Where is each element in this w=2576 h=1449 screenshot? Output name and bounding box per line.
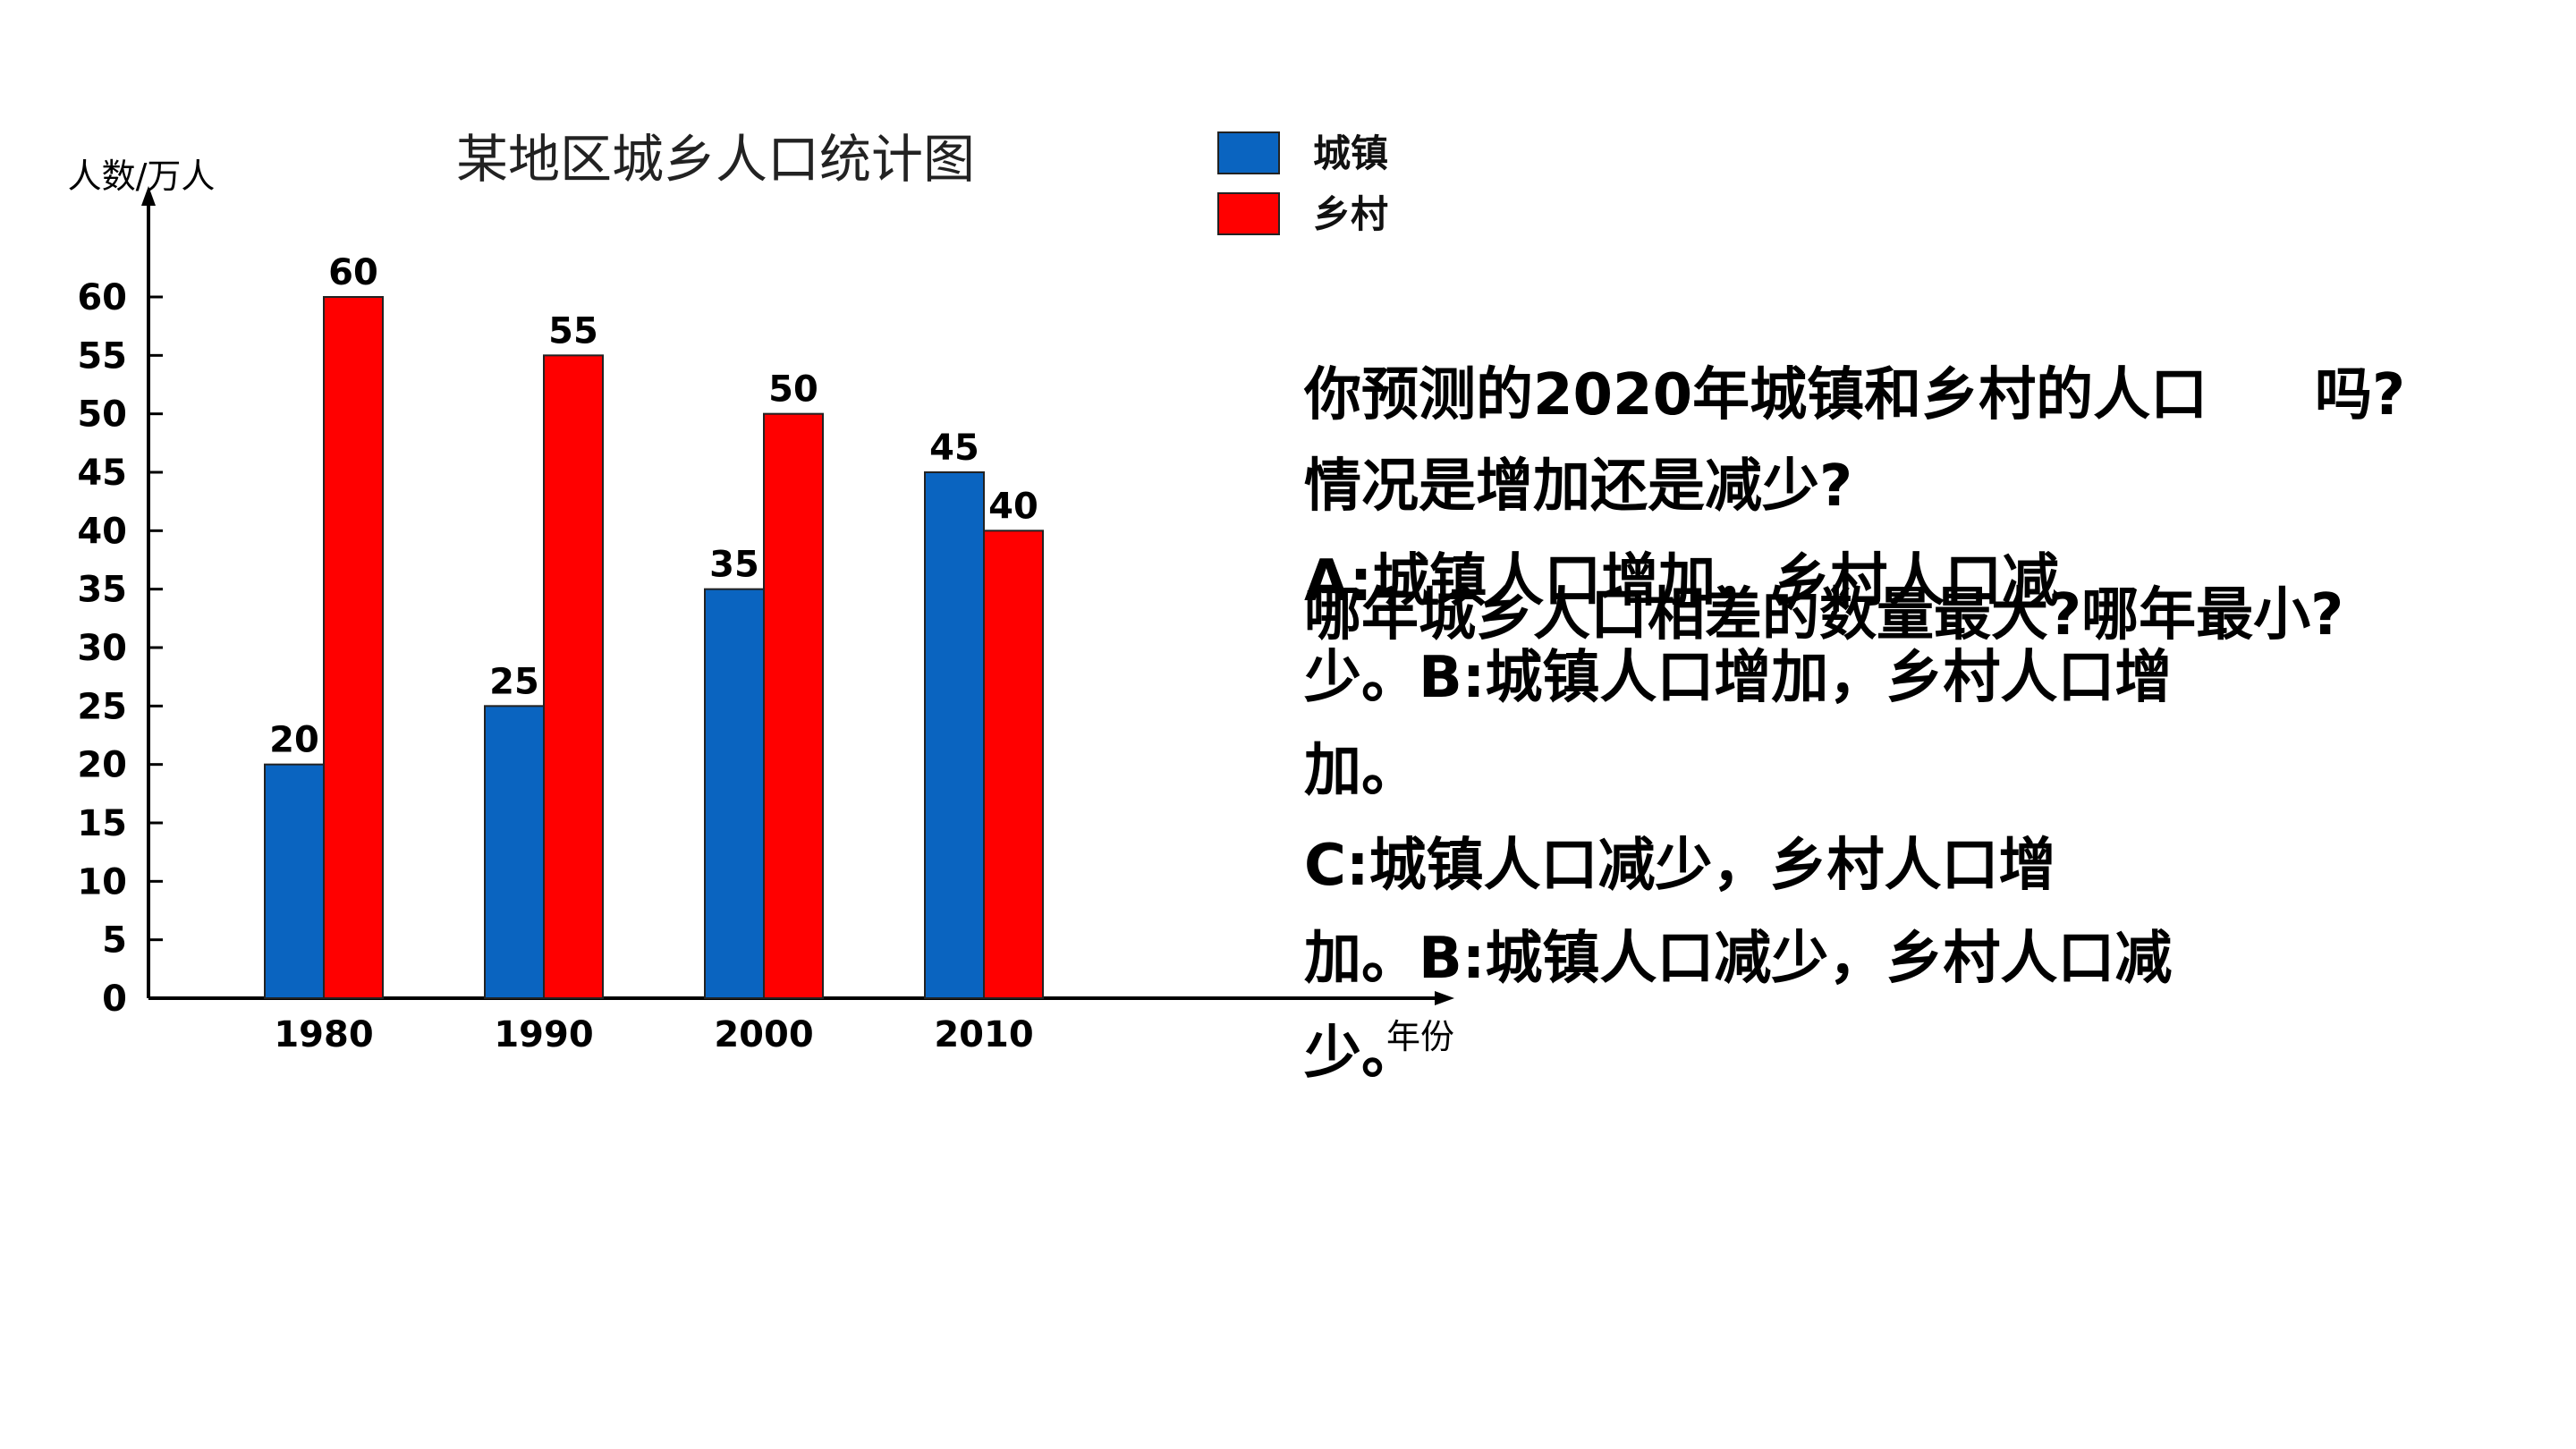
bar-urban-1990 [484, 705, 545, 999]
legend-swatch-rural [1217, 192, 1280, 235]
option-a: A:城镇人口增加，乡村人口减 [1304, 548, 2060, 614]
x-ticks: 1980 1990 2000 2010 [274, 1014, 1033, 1055]
option-c: C:城镇人口减少，乡村人口增 [1304, 833, 2056, 899]
y-tick-label: 35 [77, 570, 127, 611]
y-tick-label: 40 [77, 511, 127, 552]
data-label-urban-1990: 25 [489, 661, 539, 702]
bar-rural-2000 [763, 412, 824, 999]
y-axis-label: 人数/万人 [68, 157, 216, 196]
y-tick-label: 50 [77, 394, 127, 436]
bar-rural-1980 [323, 296, 384, 999]
option-d-continued: 少。 [1304, 1021, 1419, 1087]
option-c-continued: 加。B:城镇人口减少，乡村人口减 [1304, 926, 2173, 992]
question-line-1: 你预测的2020年城镇和乡村的人口 [1304, 362, 2208, 428]
y-tick-label: 15 [77, 803, 127, 844]
y-tick-label: 25 [77, 686, 127, 727]
y-tick-label: 0 [102, 979, 127, 1020]
y-tick-label: 30 [77, 628, 127, 669]
y-tick-label: 45 [77, 453, 127, 494]
x-tick-label: 1980 [274, 1014, 373, 1055]
y-tick-label: 10 [77, 861, 127, 902]
bar-rural-1990 [543, 354, 604, 1000]
x-axis-arrow [1435, 991, 1454, 1005]
overlay-question: 哪年城乡人口相差的数量最大?哪年最小? [1304, 582, 2344, 648]
x-tick-label: 1990 [494, 1014, 593, 1055]
y-tick-label: 60 [77, 277, 127, 318]
x-tick-label: 2000 [714, 1014, 813, 1055]
option-a-continued: 少。B:城镇人口增加，乡村人口增 [1304, 645, 2173, 711]
x-tick-label: 2010 [934, 1014, 1033, 1055]
data-label-rural-2010: 40 [988, 486, 1038, 527]
bar-urban-1980 [264, 763, 325, 1000]
y-axis-arrow [141, 186, 156, 206]
data-label-urban-1980: 20 [269, 720, 319, 761]
legend-label-rural: 乡村 [1313, 192, 1388, 236]
bar-urban-2000 [704, 588, 765, 1000]
y-tick-label: 20 [77, 745, 127, 786]
chart-title: 某地区城乡人口统计图 [456, 129, 975, 190]
bar-rural-2010 [983, 530, 1044, 999]
y-tick-label: 55 [77, 335, 127, 377]
legend-swatch-urban [1217, 131, 1280, 174]
data-label-rural-1980: 60 [328, 252, 378, 293]
question-line-1-tail: 吗? [2315, 362, 2406, 428]
y-tick-label: 5 [102, 920, 127, 962]
y-ticks: 0 5 10 15 20 25 30 35 40 45 50 55 60 [77, 277, 163, 1020]
data-label-rural-1990: 55 [548, 310, 598, 352]
x-axis-label: 年份 [1386, 1017, 1454, 1056]
question-line-2: 情况是增加还是减少? [1304, 453, 1853, 520]
legend-label-urban: 城镇 [1313, 131, 1388, 175]
data-label-urban-2010: 45 [929, 428, 979, 469]
data-label-urban-2000: 35 [709, 545, 759, 586]
option-b-continued: 加。 [1304, 738, 1419, 804]
data-label-rural-2000: 50 [768, 369, 818, 411]
bar-urban-2010 [924, 471, 985, 999]
